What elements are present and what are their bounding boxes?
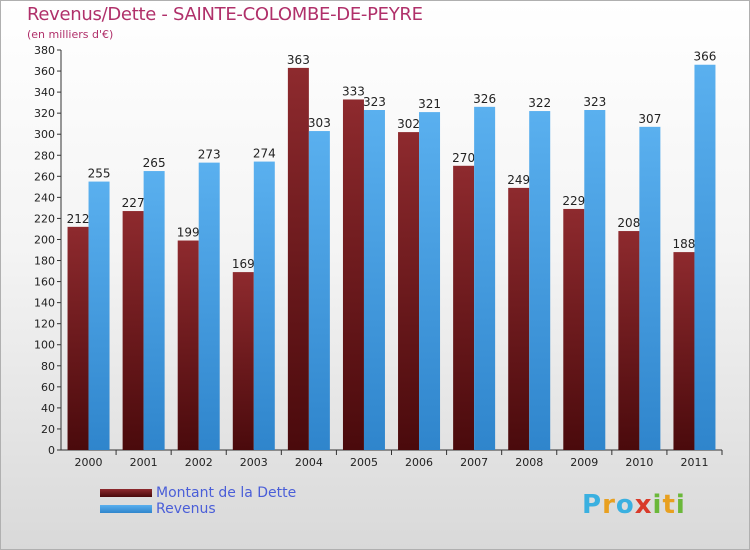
revenue-bar (529, 111, 551, 450)
revenue-value-label: 265 (143, 156, 166, 170)
y-tick-label: 220 (34, 212, 55, 225)
y-tick-label: 60 (41, 381, 55, 394)
revenue-bar (143, 171, 165, 451)
debt-bar (287, 67, 309, 450)
debt-bar (232, 272, 254, 450)
logo-letter: i (675, 490, 686, 520)
y-tick-label: 360 (34, 65, 55, 78)
legend-swatch-revenue (100, 505, 152, 513)
x-tick-label: 2004 (295, 456, 323, 469)
debt-bar (508, 187, 530, 451)
logo-letter: P (582, 490, 603, 520)
debt-bar (67, 226, 89, 450)
revenue-value-label: 322 (528, 96, 551, 110)
y-tick-label: 320 (34, 107, 55, 120)
revenue-value-label: 273 (198, 148, 221, 162)
revenue-bar (584, 110, 606, 450)
debt-value-label: 212 (67, 212, 90, 226)
logo-letter: i (652, 490, 663, 520)
logo-letter: r (602, 490, 616, 520)
x-tick-label: 2010 (625, 456, 653, 469)
revenue-bar (198, 162, 220, 450)
debt-value-label: 229 (562, 194, 585, 208)
y-tick-label: 40 (41, 402, 55, 415)
revenue-value-label: 321 (418, 97, 441, 111)
chart-title: Revenus/Dette - SAINTE-COLOMBE-DE-PEYRE (27, 4, 423, 25)
debt-value-label: 188 (673, 237, 696, 251)
y-tick-label: 300 (34, 128, 55, 141)
y-tick-label: 160 (34, 276, 55, 289)
debt-value-label: 208 (617, 216, 640, 230)
debt-value-label: 227 (122, 196, 145, 210)
debt-value-label: 363 (287, 53, 310, 67)
revenue-bar (474, 106, 496, 450)
x-tick-label: 2003 (240, 456, 268, 469)
debt-bar (398, 132, 420, 450)
x-tick-label: 2008 (515, 456, 543, 469)
x-tick-label: 2007 (460, 456, 488, 469)
x-tick-label: 2001 (130, 456, 158, 469)
revenue-bar (694, 64, 716, 450)
x-tick-label: 2011 (680, 456, 708, 469)
y-tick-label: 0 (48, 444, 55, 457)
revenue-value-label: 323 (583, 95, 606, 109)
revenue-value-label: 323 (363, 95, 386, 109)
debt-value-label: 270 (452, 151, 475, 165)
revenue-bar (308, 131, 330, 451)
y-tick-label: 80 (41, 360, 55, 373)
logo-letter: t (662, 490, 676, 520)
debt-value-label: 249 (507, 173, 530, 187)
revenue-value-label: 303 (308, 116, 331, 130)
debt-bar (122, 211, 144, 450)
logo-letter: x (634, 490, 653, 520)
revenue-value-label: 274 (253, 147, 276, 161)
debt-bar (563, 208, 585, 450)
debt-bar (453, 165, 475, 450)
revenue-bar (639, 126, 661, 450)
legend-label-revenue: Revenus (156, 501, 216, 517)
y-tick-label: 100 (34, 339, 55, 352)
y-tick-label: 260 (34, 170, 55, 183)
debt-bar (177, 240, 199, 450)
y-tick-label: 280 (34, 149, 55, 162)
debt-bar (673, 252, 695, 450)
logo-letter: o (615, 490, 635, 520)
x-tick-label: 2005 (350, 456, 378, 469)
y-tick-label: 180 (34, 255, 55, 268)
y-tick-label: 140 (34, 297, 55, 310)
revenue-bar (88, 181, 110, 450)
y-tick-label: 380 (34, 44, 55, 57)
debt-value-label: 199 (177, 226, 200, 240)
chart-subtitle: (en milliers d'€) (27, 28, 114, 41)
revenue-bar (363, 110, 385, 450)
x-tick-label: 2009 (570, 456, 598, 469)
revenue-value-label: 255 (88, 167, 111, 181)
revenue-bar (253, 161, 275, 450)
debt-bar (342, 99, 364, 450)
debt-bar (618, 231, 640, 450)
proxiti-logo: Proxiti (582, 490, 686, 520)
debt-value-label: 169 (232, 257, 255, 271)
revenue-value-label: 366 (694, 50, 717, 64)
y-tick-label: 200 (34, 233, 55, 246)
x-tick-label: 2006 (405, 456, 433, 469)
y-tick-label: 20 (41, 423, 55, 436)
x-tick-label: 2000 (75, 456, 103, 469)
debt-value-label: 302 (397, 117, 420, 131)
revenue-value-label: 326 (473, 92, 496, 106)
y-tick-label: 240 (34, 191, 55, 204)
debt-value-label: 333 (342, 84, 365, 98)
revenue-bar (419, 112, 441, 451)
y-tick-label: 120 (34, 318, 55, 331)
legend-label-debt: Montant de la Dette (156, 485, 297, 501)
revenue-value-label: 307 (638, 112, 661, 126)
legend-swatch-debt (100, 489, 152, 497)
y-tick-label: 340 (34, 86, 55, 99)
x-tick-label: 2002 (185, 456, 213, 469)
